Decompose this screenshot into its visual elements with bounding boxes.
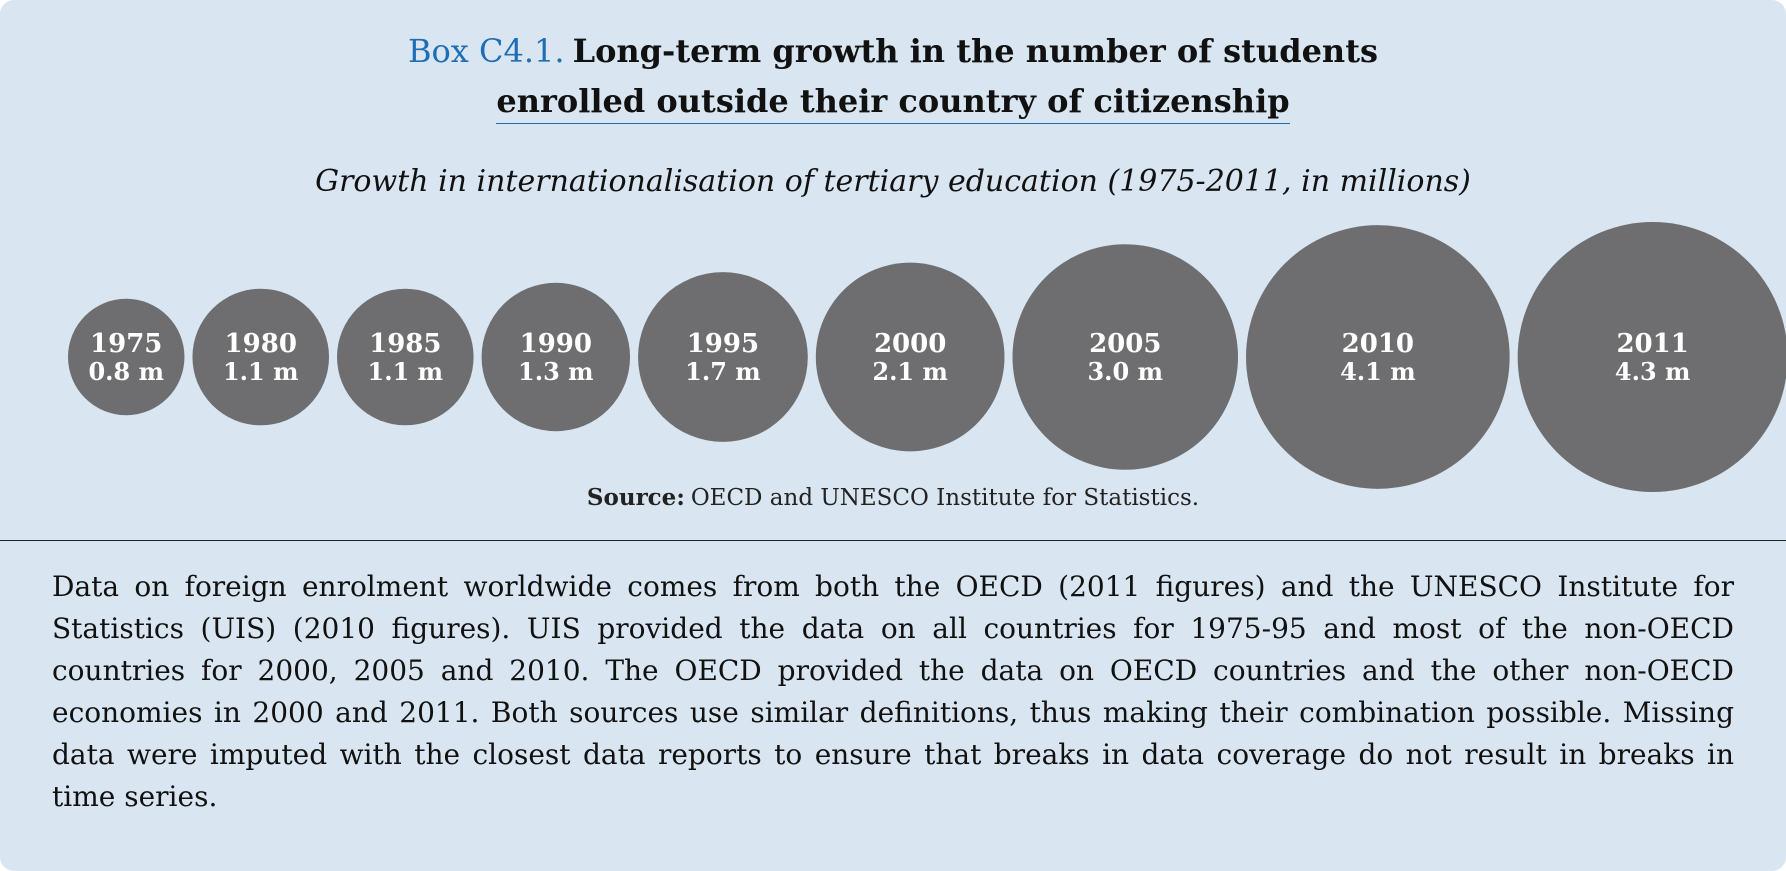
chart-title: Growth in internationalisation of tertia… <box>315 164 1471 199</box>
bubble-year-label: 2000 <box>874 329 946 359</box>
bubble-circle <box>68 298 185 416</box>
box-title: Box C4.1. Long-term growth in the number … <box>0 26 1786 126</box>
bubble-value-label: 2.1 m <box>872 357 948 386</box>
bubble-value-label: 1.1 m <box>223 357 299 386</box>
bubble-circle <box>638 272 808 442</box>
box-title-line1: Long-term growth in the number of studen… <box>572 32 1378 70</box>
bubble-year-label: 1995 <box>687 329 759 359</box>
bubble-value-label: 1.1 m <box>368 357 444 386</box>
box-label: Box C4.1. <box>408 32 565 70</box>
bubble-value-label: 1.7 m <box>685 357 761 386</box>
bubble-circle <box>337 288 474 426</box>
bubble-year-label: 2011 <box>1616 329 1688 359</box>
source-text: OECD and UNESCO Institute for Statistics… <box>690 485 1200 511</box>
bubble-year-label: 2005 <box>1089 329 1161 359</box>
body-paragraph: Data on foreign enrolment worldwide come… <box>52 570 1734 813</box>
bubble-circle <box>481 282 631 432</box>
bubble-year-label: 1990 <box>520 329 592 359</box>
bubble-value-label: 4.3 m <box>1615 357 1691 386</box>
source-note: Source: OECD and UNESCO Institute for Sta… <box>0 484 1786 511</box>
source-label: Source: <box>586 484 685 511</box>
bubble-circle <box>192 288 330 426</box>
bubble-circle <box>1012 244 1239 470</box>
bubble-circle <box>815 262 1005 452</box>
bubble-value-label: 3.0 m <box>1087 357 1163 386</box>
bubble-year-label: 2010 <box>1342 329 1414 359</box>
bubble-year-label: 1985 <box>369 329 441 359</box>
bubble-year-label: 1980 <box>225 329 297 359</box>
bubble-value-label: 0.8 m <box>88 357 164 386</box>
bubble-circle <box>1517 222 1786 492</box>
bubble-year-label: 1975 <box>90 329 162 359</box>
bubble-circle <box>1246 225 1510 489</box>
bubble-value-label: 1.3 m <box>518 357 594 386</box>
box-title-line2: enrolled outside their country of citize… <box>496 79 1290 124</box>
divider <box>0 540 1786 541</box>
bubble-value-label: 4.1 m <box>1340 357 1416 386</box>
